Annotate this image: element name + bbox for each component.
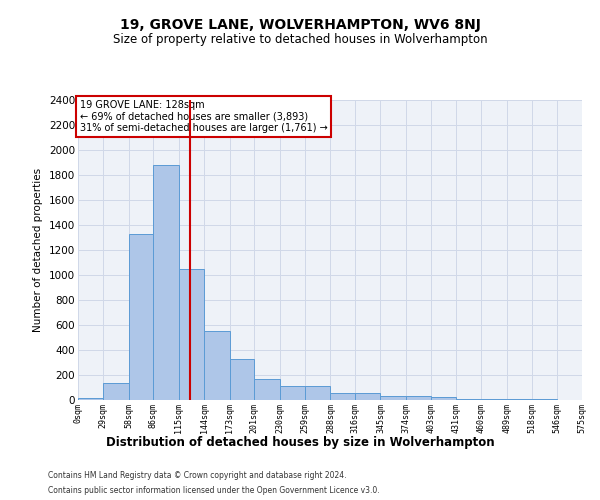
Text: Size of property relative to detached houses in Wolverhampton: Size of property relative to detached ho… — [113, 32, 487, 46]
Bar — [280, 386, 305, 400]
Bar — [179, 269, 204, 400]
Bar — [204, 331, 230, 400]
Bar — [355, 393, 380, 400]
Bar — [305, 386, 331, 400]
Bar — [380, 396, 406, 400]
Bar — [154, 165, 179, 400]
Bar — [431, 397, 456, 400]
Bar — [254, 379, 280, 400]
Bar — [129, 234, 154, 400]
Bar — [230, 359, 254, 400]
Bar — [103, 382, 129, 400]
Text: Contains HM Land Registry data © Crown copyright and database right 2024.: Contains HM Land Registry data © Crown c… — [48, 471, 347, 480]
Text: Contains public sector information licensed under the Open Government Licence v3: Contains public sector information licen… — [48, 486, 380, 495]
Text: Distribution of detached houses by size in Wolverhampton: Distribution of detached houses by size … — [106, 436, 494, 449]
Y-axis label: Number of detached properties: Number of detached properties — [34, 168, 43, 332]
Bar — [78, 398, 103, 400]
Text: 19, GROVE LANE, WOLVERHAMPTON, WV6 8NJ: 19, GROVE LANE, WOLVERHAMPTON, WV6 8NJ — [119, 18, 481, 32]
Text: 19 GROVE LANE: 128sqm
← 69% of detached houses are smaller (3,893)
31% of semi-d: 19 GROVE LANE: 128sqm ← 69% of detached … — [80, 100, 328, 133]
Bar — [406, 396, 431, 400]
Bar — [331, 393, 355, 400]
